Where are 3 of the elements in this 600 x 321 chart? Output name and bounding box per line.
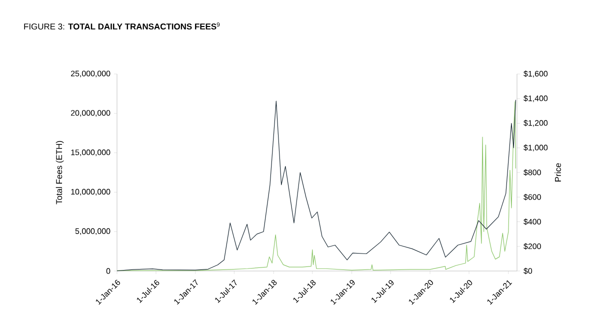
y2-axis-title: Price: [554, 163, 561, 182]
chart-title: FIGURE 3: TOTAL DAILY TRANSACTIONS FEES$^{9}$: [24, 22, 220, 30]
y-axis-title: Total Fees (ETH): [56, 141, 64, 204]
